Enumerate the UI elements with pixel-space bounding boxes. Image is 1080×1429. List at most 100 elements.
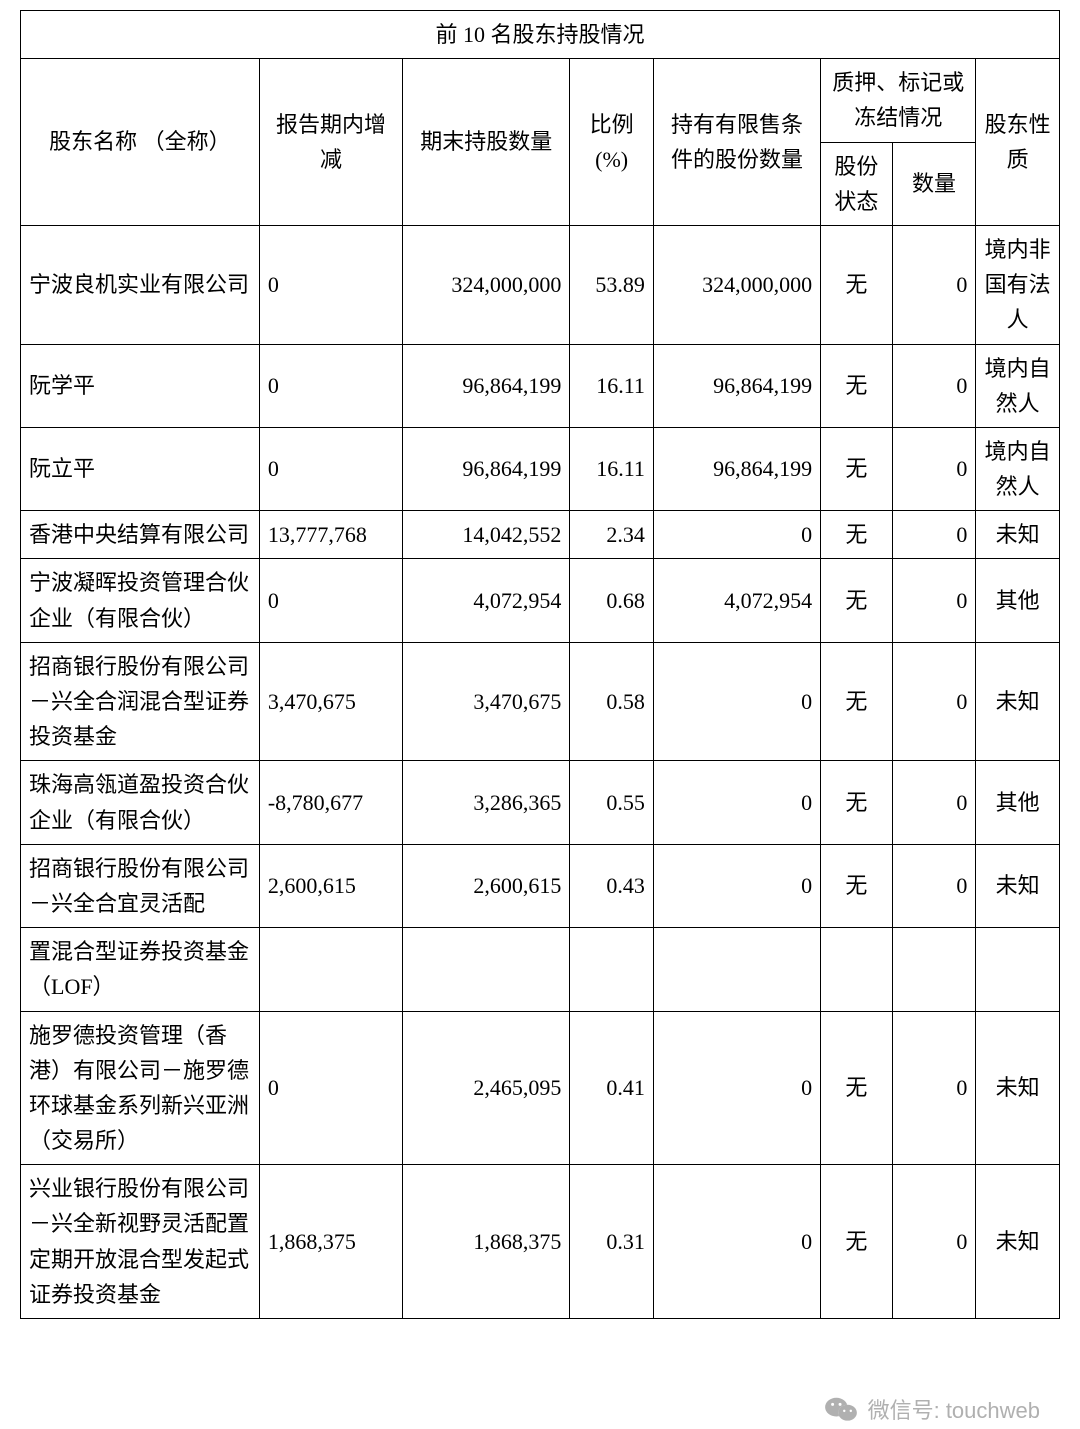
cell-holding: 3,286,365 [403, 761, 570, 844]
col-header-restricted: 持有有限售条件的股份数量 [653, 59, 820, 226]
cell-holding: 1,868,375 [403, 1165, 570, 1319]
cell-pct: 16.11 [570, 427, 654, 510]
cell-pledge-qty: 0 [892, 642, 976, 761]
cell-change: 0 [259, 559, 402, 642]
cell-nature: 其他 [976, 559, 1060, 642]
cell-pct: 0.55 [570, 761, 654, 844]
cell-restricted: 0 [653, 1165, 820, 1319]
footer-label: 微信号: touchweb [868, 1393, 1040, 1425]
cell-nature: 未知 [976, 511, 1060, 559]
cell-restricted: 4,072,954 [653, 559, 820, 642]
cell-change [259, 928, 402, 1011]
table-title-row: 前 10 名股东持股情况 [21, 11, 1060, 59]
cell-pledge-qty: 0 [892, 761, 976, 844]
col-header-name: 股东名称 （全称） [21, 59, 260, 226]
cell-change: 0 [259, 225, 402, 344]
cell-restricted: 0 [653, 761, 820, 844]
cell-pledge-qty [892, 928, 976, 1011]
cell-pledge-status: 无 [821, 761, 893, 844]
cell-holding: 96,864,199 [403, 344, 570, 427]
cell-name: 招商银行股份有限公司－兴全合宜灵活配 [21, 844, 260, 927]
cell-nature: 未知 [976, 1011, 1060, 1165]
cell-holding: 2,600,615 [403, 844, 570, 927]
cell-change: 1,868,375 [259, 1165, 402, 1319]
cell-change: 2,600,615 [259, 844, 402, 927]
cell-nature: 境内自然人 [976, 344, 1060, 427]
cell-pledge-qty: 0 [892, 427, 976, 510]
cell-pledge-qty: 0 [892, 511, 976, 559]
table-row: 招商银行股份有限公司－兴全合润混合型证券投资基金3,470,6753,470,6… [21, 642, 1060, 761]
cell-pct: 0.31 [570, 1165, 654, 1319]
cell-name: 香港中央结算有限公司 [21, 511, 260, 559]
cell-name: 阮学平 [21, 344, 260, 427]
cell-pledge-status: 无 [821, 427, 893, 510]
cell-restricted: 0 [653, 511, 820, 559]
cell-pct: 0.41 [570, 1011, 654, 1165]
shareholder-table: 前 10 名股东持股情况 股东名称 （全称） 报告期内增减 期末持股数量 比例(… [20, 10, 1060, 1319]
cell-pledge-qty: 0 [892, 344, 976, 427]
table-row: 宁波良机实业有限公司0324,000,00053.89324,000,000无0… [21, 225, 1060, 344]
cell-name: 阮立平 [21, 427, 260, 510]
cell-pledge-status: 无 [821, 1165, 893, 1319]
table-header-row-1: 股东名称 （全称） 报告期内增减 期末持股数量 比例(%) 持有有限售条件的股份… [21, 59, 1060, 142]
cell-pledge-status: 无 [821, 1011, 893, 1165]
cell-nature: 其他 [976, 761, 1060, 844]
cell-nature: 境内自然人 [976, 427, 1060, 510]
cell-name: 宁波良机实业有限公司 [21, 225, 260, 344]
col-header-holding: 期末持股数量 [403, 59, 570, 226]
cell-name: 宁波凝晖投资管理合伙企业（有限合伙） [21, 559, 260, 642]
cell-holding: 4,072,954 [403, 559, 570, 642]
col-header-pledge-status: 股份状态 [821, 142, 893, 225]
table-row: 施罗德投资管理（香港）有限公司－施罗德环球基金系列新兴亚洲（交易所）02,465… [21, 1011, 1060, 1165]
cell-pct: 0.43 [570, 844, 654, 927]
cell-pledge-status: 无 [821, 844, 893, 927]
table-row: 阮学平096,864,19916.1196,864,199无0境内自然人 [21, 344, 1060, 427]
cell-pledge-qty: 0 [892, 844, 976, 927]
cell-pct: 16.11 [570, 344, 654, 427]
cell-change: 0 [259, 1011, 402, 1165]
cell-pledge-status: 无 [821, 511, 893, 559]
cell-pledge-status: 无 [821, 559, 893, 642]
cell-restricted: 96,864,199 [653, 427, 820, 510]
cell-pledge-qty: 0 [892, 225, 976, 344]
table-title: 前 10 名股东持股情况 [21, 11, 1060, 59]
cell-nature: 境内非国有法人 [976, 225, 1060, 344]
cell-change: -8,780,677 [259, 761, 402, 844]
wechat-icon [824, 1395, 858, 1423]
cell-pledge-status: 无 [821, 344, 893, 427]
cell-pct: 53.89 [570, 225, 654, 344]
cell-restricted: 0 [653, 844, 820, 927]
cell-restricted: 324,000,000 [653, 225, 820, 344]
col-header-nature: 股东性质 [976, 59, 1060, 226]
col-header-pct: 比例(%) [570, 59, 654, 226]
cell-pct: 0.58 [570, 642, 654, 761]
cell-restricted: 0 [653, 642, 820, 761]
cell-restricted [653, 928, 820, 1011]
cell-name: 置混合型证券投资基金（LOF） [21, 928, 260, 1011]
cell-pct: 2.34 [570, 511, 654, 559]
cell-holding: 324,000,000 [403, 225, 570, 344]
cell-name: 珠海高瓴道盈投资合伙企业（有限合伙） [21, 761, 260, 844]
cell-holding: 96,864,199 [403, 427, 570, 510]
table-row: 招商银行股份有限公司－兴全合宜灵活配2,600,6152,600,6150.43… [21, 844, 1060, 927]
cell-holding: 3,470,675 [403, 642, 570, 761]
cell-change: 13,777,768 [259, 511, 402, 559]
cell-holding [403, 928, 570, 1011]
cell-name: 招商银行股份有限公司－兴全合润混合型证券投资基金 [21, 642, 260, 761]
cell-pledge-qty: 0 [892, 1165, 976, 1319]
cell-pledge-qty: 0 [892, 559, 976, 642]
cell-restricted: 96,864,199 [653, 344, 820, 427]
cell-pledge-qty: 0 [892, 1011, 976, 1165]
cell-restricted: 0 [653, 1011, 820, 1165]
cell-pledge-status [821, 928, 893, 1011]
cell-change: 0 [259, 344, 402, 427]
cell-nature: 未知 [976, 642, 1060, 761]
cell-nature: 未知 [976, 1165, 1060, 1319]
table-row: 宁波凝晖投资管理合伙企业（有限合伙）04,072,9540.684,072,95… [21, 559, 1060, 642]
cell-change: 0 [259, 427, 402, 510]
cell-holding: 2,465,095 [403, 1011, 570, 1165]
table-row: 置混合型证券投资基金（LOF） [21, 928, 1060, 1011]
cell-change: 3,470,675 [259, 642, 402, 761]
col-header-change: 报告期内增减 [259, 59, 402, 226]
cell-name: 兴业银行股份有限公司－兴全新视野灵活配置定期开放混合型发起式证券投资基金 [21, 1165, 260, 1319]
